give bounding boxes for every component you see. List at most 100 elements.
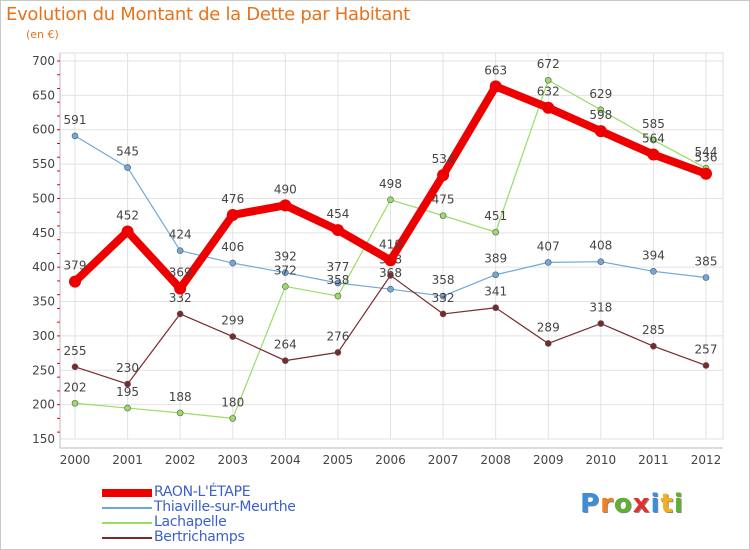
data-point [282, 283, 289, 290]
data-label: 379 [64, 259, 87, 273]
legend-swatch [102, 537, 152, 539]
data-label: 598 [589, 108, 612, 122]
y-tick-label: 300 [32, 329, 55, 343]
data-point [492, 271, 499, 279]
data-point [279, 199, 292, 212]
data-label: 490 [274, 182, 297, 196]
data-point [597, 258, 605, 265]
data-label: 202 [64, 380, 87, 394]
logo-letter: i [673, 489, 684, 519]
legend-label: Bertrichamps [154, 529, 245, 545]
data-point [226, 208, 239, 221]
data-point [387, 285, 394, 293]
data-label: 257 [695, 342, 718, 356]
data-point [702, 274, 710, 281]
y-tick-label: 400 [32, 260, 55, 274]
data-point [594, 125, 607, 138]
data-label: 299 [221, 314, 244, 328]
data-point [174, 282, 187, 295]
data-point [387, 272, 394, 279]
x-tick-label: 2009 [533, 453, 564, 467]
data-point [650, 136, 657, 144]
data-label: 276 [326, 329, 349, 343]
data-label: 369 [169, 265, 192, 279]
data-label: 406 [221, 240, 244, 254]
data-label: 498 [379, 177, 402, 191]
legend-item: Bertrichamps [102, 529, 362, 545]
data-point [647, 148, 660, 161]
legend-swatch [102, 522, 152, 524]
x-tick-label: 2003 [217, 453, 248, 467]
data-point [384, 254, 397, 267]
data-point [69, 275, 81, 288]
legend-item: RAON-L'ÉTAPE [102, 484, 362, 500]
data-label: 332 [432, 291, 455, 305]
x-tick-label: 2000 [60, 453, 91, 467]
x-tick-label: 2001 [112, 453, 143, 467]
data-label: 672 [537, 57, 560, 71]
y-tick-label: 550 [32, 157, 55, 171]
data-label: 195 [116, 385, 139, 399]
data-point [544, 340, 552, 347]
data-label: 389 [484, 252, 507, 266]
x-tick-label: 2011 [638, 453, 669, 467]
data-label: 475 [432, 193, 455, 207]
y-tick-label: 600 [32, 123, 55, 137]
chart-title: Evolution du Montant de la Dette par Hab… [6, 4, 410, 25]
data-point [439, 292, 447, 300]
data-label: 372 [274, 263, 297, 277]
y-tick-label: 500 [32, 191, 55, 205]
data-point [124, 380, 131, 388]
data-point [542, 101, 555, 114]
data-label: 454 [326, 207, 349, 221]
x-tick-label: 2007 [428, 453, 459, 467]
data-label: 632 [537, 85, 560, 99]
data-point [176, 247, 184, 254]
data-point [700, 167, 712, 180]
data-label: 536 [695, 151, 718, 165]
data-point [334, 292, 342, 300]
data-label: 264 [274, 338, 297, 352]
data-label: 544 [695, 145, 718, 159]
data-point [597, 320, 605, 327]
data-label: 377 [326, 260, 349, 274]
y-tick-label: 150 [32, 432, 55, 446]
plot-area [59, 52, 724, 440]
data-label: 591 [64, 113, 87, 127]
chart-subtitle: (en €) [26, 28, 59, 41]
y-tick-label: 450 [32, 226, 55, 240]
data-point [124, 164, 131, 171]
x-tick-label: 2002 [165, 453, 196, 467]
data-point [124, 404, 131, 412]
logo-letter: i [650, 489, 661, 519]
x-tick-label: 2008 [480, 453, 511, 467]
data-point [439, 310, 447, 318]
data-point [71, 399, 79, 407]
data-label: 408 [589, 239, 612, 253]
data-point [229, 333, 237, 340]
data-point [492, 304, 499, 312]
legend-label: Thiaville-sur-Meurthe [154, 499, 296, 515]
data-point [71, 363, 79, 371]
data-point [331, 224, 344, 237]
data-label: 318 [589, 301, 612, 315]
legend-label: RAON-L'ÉTAPE [154, 484, 251, 500]
data-point [229, 415, 237, 422]
data-point [439, 212, 447, 219]
data-point [387, 196, 394, 204]
legend-item: Thiaville-sur-Meurthe [102, 499, 362, 515]
logo-letter: r [600, 489, 614, 519]
data-point [650, 342, 657, 350]
data-label: 385 [695, 254, 718, 268]
data-label: 564 [642, 131, 665, 145]
proxiti-logo: Proxiti [580, 489, 684, 519]
y-tick-label: 700 [32, 54, 55, 68]
data-point [437, 169, 450, 182]
data-label: 629 [589, 87, 612, 101]
data-point [71, 132, 79, 140]
data-label: 285 [642, 323, 665, 337]
data-label: 451 [484, 209, 507, 223]
logo-letter: P [580, 489, 601, 519]
data-label: 394 [642, 248, 665, 262]
